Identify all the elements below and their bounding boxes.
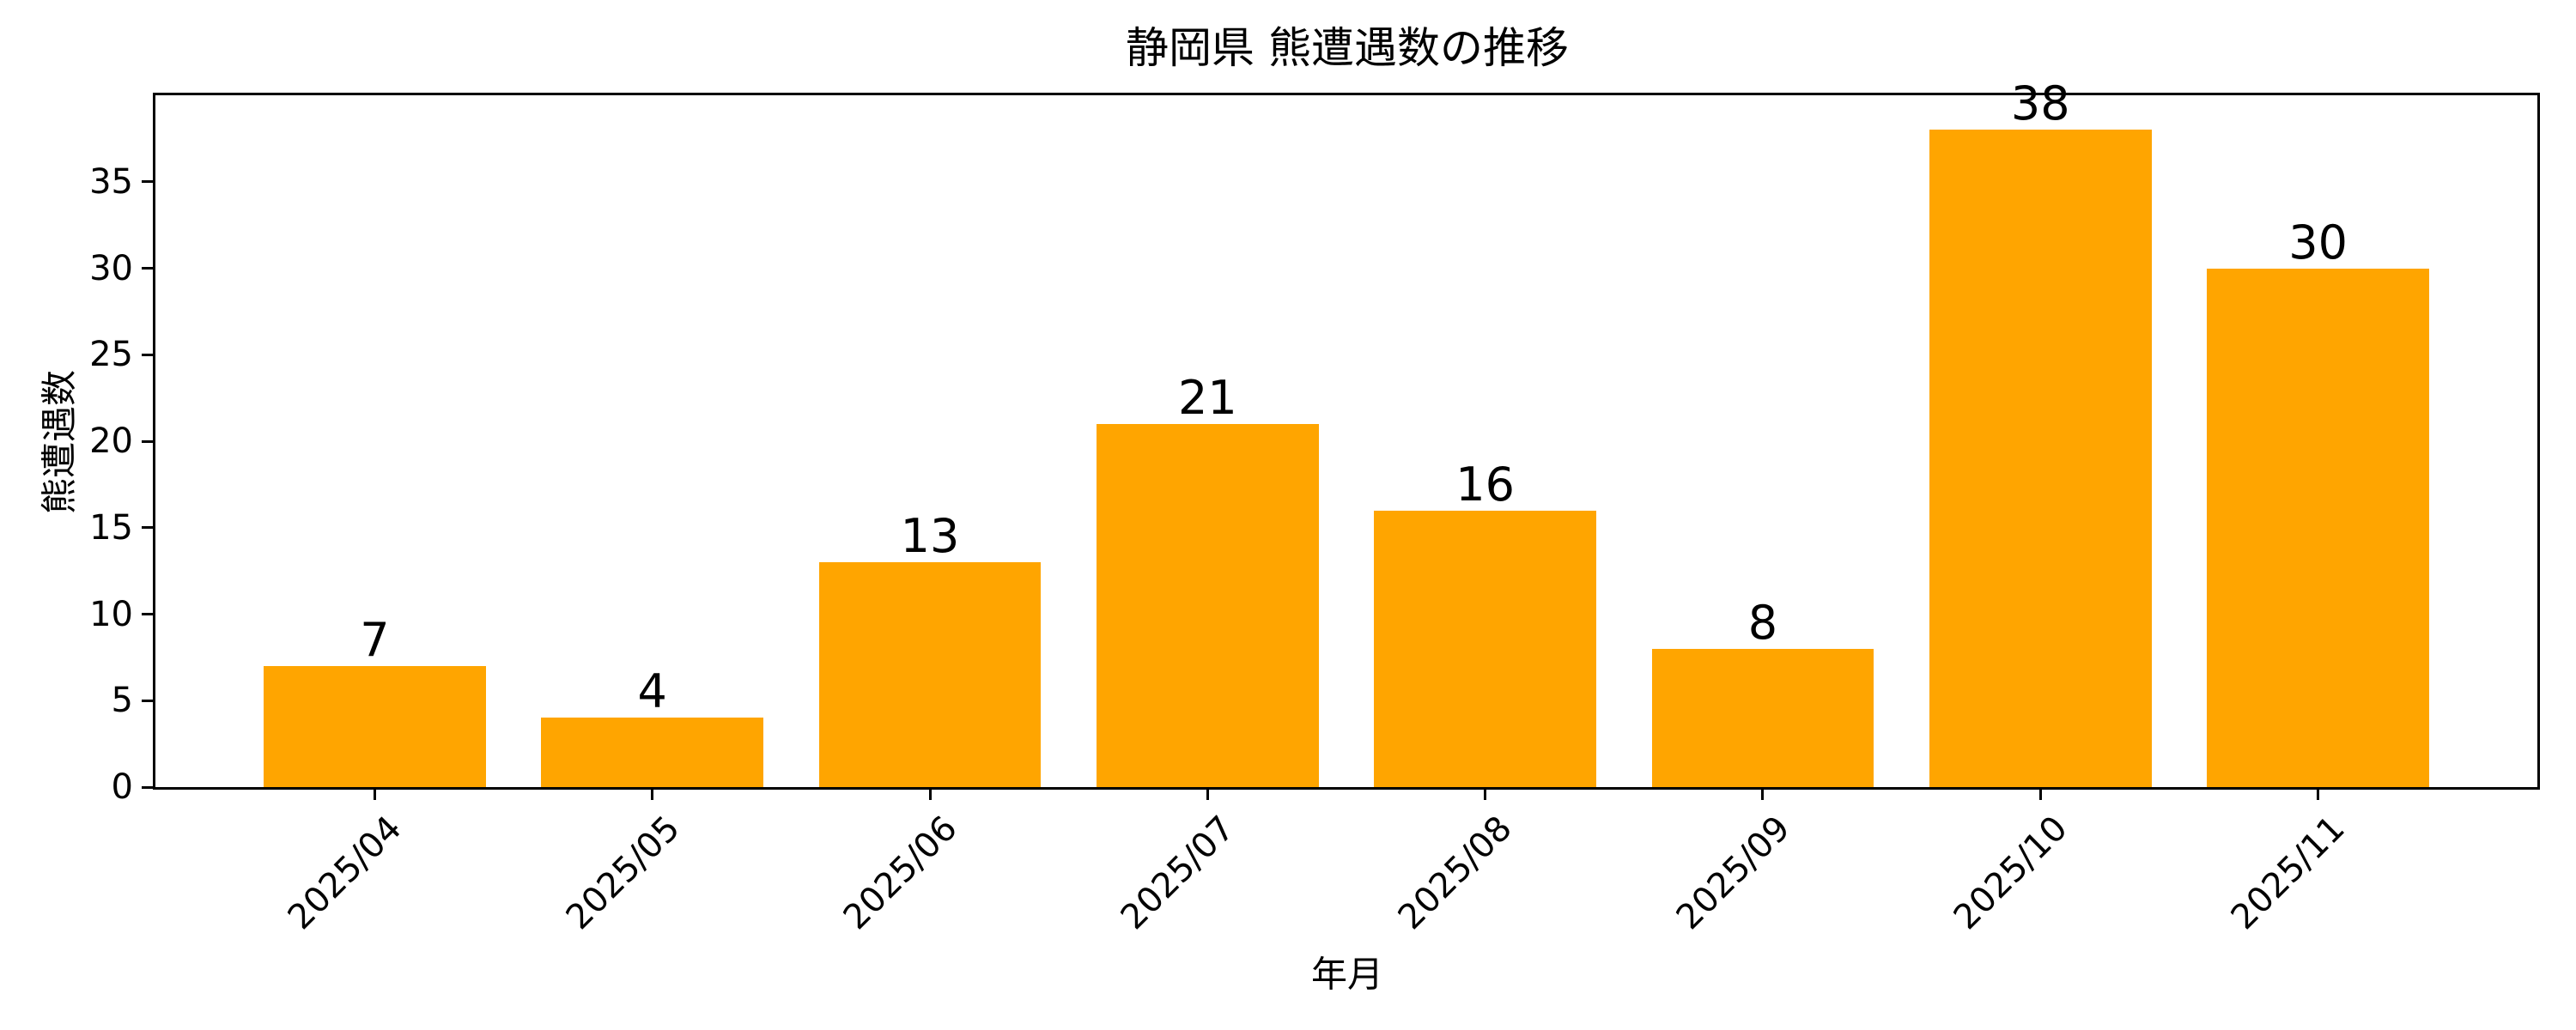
bar-value-label: 38 bbox=[2010, 76, 2070, 131]
bar-value-label: 4 bbox=[637, 664, 667, 719]
bar-value-label: 8 bbox=[1747, 595, 1778, 650]
plot-area bbox=[153, 93, 2540, 790]
x-tick-label-text: 2025/11 bbox=[2224, 809, 2354, 938]
x-axis-label: 年月 bbox=[1310, 953, 1384, 996]
bar bbox=[1374, 510, 1596, 787]
bar-value-label: 21 bbox=[1177, 370, 1237, 425]
bar-value-label: 16 bbox=[1455, 457, 1515, 512]
x-axis-tick bbox=[1206, 789, 1209, 800]
y-tick-label: 20 bbox=[89, 421, 133, 461]
x-tick-label-text: 2025/06 bbox=[835, 809, 965, 938]
bar bbox=[264, 665, 486, 787]
bar-value-label: 30 bbox=[2288, 215, 2348, 270]
y-tick-label: 10 bbox=[89, 594, 133, 634]
bar bbox=[541, 718, 764, 787]
y-axis-tick bbox=[142, 613, 153, 615]
y-axis-tick bbox=[142, 439, 153, 443]
bar-value-label: 7 bbox=[360, 612, 390, 667]
y-axis-tick bbox=[142, 699, 153, 702]
y-tick-label: 25 bbox=[89, 335, 133, 375]
y-axis-tick bbox=[142, 785, 153, 789]
y-tick-label: 35 bbox=[89, 161, 133, 202]
bar bbox=[1929, 130, 2152, 787]
y-tick-label: 0 bbox=[111, 767, 133, 807]
x-axis-tick bbox=[2038, 789, 2042, 800]
x-axis-tick bbox=[1484, 789, 1487, 800]
bar bbox=[1097, 423, 1319, 787]
y-tick-label: 5 bbox=[111, 681, 133, 721]
y-tick-label: 30 bbox=[89, 248, 133, 288]
x-tick-label-text: 2025/07 bbox=[1113, 809, 1242, 938]
bar bbox=[818, 562, 1042, 787]
x-tick-label-text: 2025/10 bbox=[1946, 809, 2075, 938]
x-axis-tick bbox=[1761, 789, 1765, 800]
y-axis-tick bbox=[142, 180, 153, 184]
y-axis-tick bbox=[142, 267, 153, 270]
y-tick-label: 15 bbox=[89, 507, 133, 548]
x-tick-label-text: 2025/05 bbox=[558, 809, 688, 938]
chart-title: 静岡県 熊遭遇数の推移 bbox=[1126, 23, 1569, 73]
y-axis-tick bbox=[142, 526, 153, 530]
y-axis-tick bbox=[142, 353, 153, 356]
x-tick-label-text: 2025/04 bbox=[280, 809, 410, 938]
x-tick-label-text: 2025/08 bbox=[1391, 809, 1521, 938]
x-axis-tick bbox=[2317, 789, 2320, 800]
x-tick-label-text: 2025/09 bbox=[1668, 809, 1798, 938]
x-axis-tick bbox=[373, 789, 376, 800]
bar-value-label: 13 bbox=[900, 509, 960, 564]
x-axis-tick bbox=[928, 789, 932, 800]
bar bbox=[2207, 268, 2429, 787]
bar bbox=[1651, 648, 1874, 787]
x-axis-tick bbox=[651, 789, 654, 800]
